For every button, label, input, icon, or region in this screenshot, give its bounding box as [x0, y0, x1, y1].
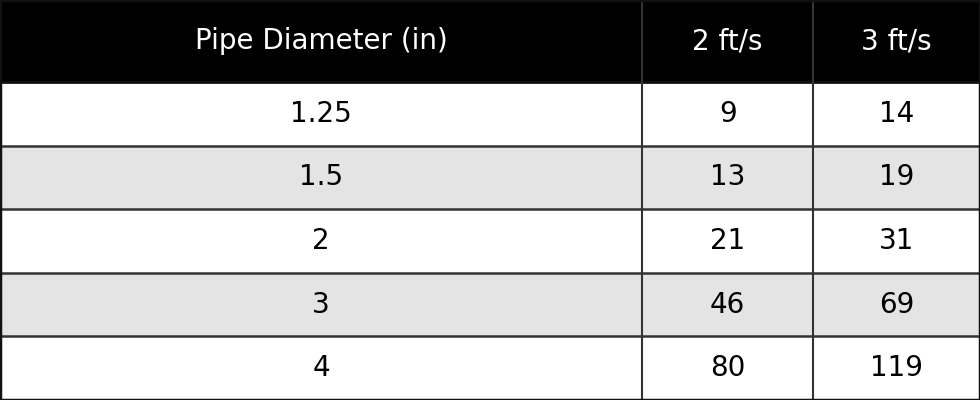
Text: 14: 14 — [879, 100, 914, 128]
Text: 9: 9 — [718, 100, 737, 128]
Text: Pipe Diameter (in): Pipe Diameter (in) — [195, 27, 447, 55]
Bar — [0, 0, 980, 82]
Text: 119: 119 — [870, 354, 923, 382]
Text: 19: 19 — [879, 163, 914, 192]
Text: 80: 80 — [710, 354, 746, 382]
Text: 69: 69 — [879, 290, 914, 318]
Bar — [0, 273, 980, 336]
Text: 3: 3 — [312, 290, 330, 318]
Text: 3 ft/s: 3 ft/s — [861, 27, 932, 55]
Bar — [0, 82, 980, 146]
Bar — [0, 209, 980, 273]
Text: 21: 21 — [710, 227, 745, 255]
Text: 31: 31 — [879, 227, 914, 255]
Text: 46: 46 — [710, 290, 745, 318]
Text: 2: 2 — [313, 227, 329, 255]
Text: 13: 13 — [710, 163, 746, 192]
Text: 4: 4 — [313, 354, 329, 382]
Text: 1.5: 1.5 — [299, 163, 343, 192]
Bar — [0, 146, 980, 209]
Bar — [0, 336, 980, 400]
Text: 1.25: 1.25 — [290, 100, 352, 128]
Text: 2 ft/s: 2 ft/s — [693, 27, 762, 55]
